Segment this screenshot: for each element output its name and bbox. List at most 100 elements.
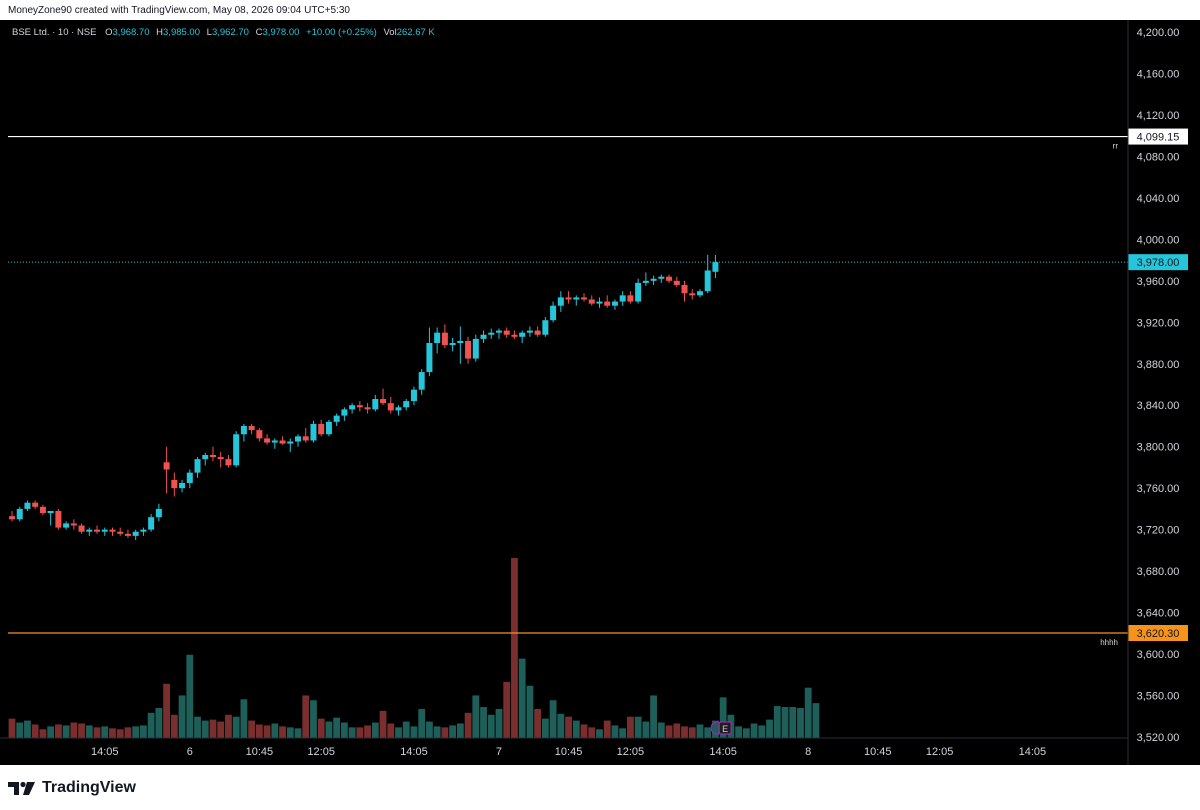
- candlesticks: [9, 254, 719, 541]
- x-tick-label: 14:05: [1019, 746, 1047, 758]
- x-tick-label: 12:05: [926, 746, 954, 758]
- y-tick-label: 4,000.00: [1137, 234, 1180, 246]
- candle-body: [16, 508, 23, 520]
- volume-bar: [650, 695, 657, 738]
- volume-bar: [534, 708, 542, 738]
- volume-bar: [178, 695, 186, 738]
- y-tick-label: 3,840.00: [1137, 400, 1180, 412]
- y-tick-label: 3,640.00: [1137, 608, 1180, 620]
- volume-bar: [24, 720, 31, 738]
- x-tick-label: 8: [805, 746, 811, 758]
- price-label-hhhh: 3,620.30: [1137, 628, 1180, 640]
- volume-bar: [433, 726, 441, 738]
- candle-body: [666, 276, 673, 281]
- candle-body: [588, 299, 595, 304]
- chart-area[interactable]: rr 4,099.15 hhhh 3,620.30 3,978.00 4,200.00 4…: [0, 20, 1200, 765]
- x-tick-label: 14:05: [91, 746, 119, 758]
- candle-body: [47, 510, 54, 514]
- volume-bar: [704, 727, 712, 738]
- volume-bar: [364, 725, 371, 738]
- y-tick-label: 3,600.00: [1137, 649, 1180, 661]
- y-tick-label: 4,120.00: [1137, 110, 1180, 122]
- creator-credit: MoneyZone90 created with TradingView.com…: [8, 5, 350, 16]
- candle-body: [233, 434, 240, 466]
- volume-bar: [116, 729, 124, 738]
- volume-bar: [449, 725, 457, 738]
- legend-c-label: C: [256, 27, 263, 38]
- price-label-box-rr: [1128, 128, 1188, 145]
- candle-body: [550, 305, 557, 321]
- candle-body: [101, 529, 108, 532]
- candle-body: [163, 462, 170, 470]
- x-tick-label: 7: [496, 746, 502, 758]
- y-tick-label: 3,960.00: [1137, 276, 1180, 288]
- candle-body: [526, 330, 533, 333]
- volume-bar: [673, 723, 681, 738]
- volume-bar: [186, 654, 194, 738]
- last-price-label: 3,978.00: [1137, 257, 1180, 269]
- volume-bar: [596, 729, 603, 738]
- candle-body: [704, 270, 711, 292]
- volume-bar: [750, 723, 758, 738]
- candle-body: [356, 405, 363, 408]
- candle-body: [325, 421, 332, 435]
- candle-body: [349, 405, 356, 410]
- legend-vol-value: 262.67 K: [397, 27, 436, 38]
- candle-body: [132, 531, 139, 536]
- candle-body: [179, 482, 186, 489]
- candle-body: [542, 320, 549, 335]
- candle-body: [225, 459, 232, 466]
- volume-bar: [371, 722, 379, 738]
- volume-bar: [271, 723, 279, 738]
- candle-body: [70, 523, 77, 526]
- candle-body: [256, 430, 263, 439]
- candle-body: [217, 457, 224, 460]
- candle-body: [140, 529, 147, 532]
- x-tick-label: 12:05: [617, 746, 645, 758]
- y-tick-label: 4,200.00: [1137, 27, 1180, 39]
- candle-body: [318, 423, 325, 435]
- volume-bar: [310, 700, 317, 738]
- legend-c-value: 3,978.00: [262, 27, 299, 38]
- volume-bar: [348, 727, 356, 738]
- volume-bar: [263, 725, 271, 738]
- y-tick-label: 3,560.00: [1137, 691, 1180, 703]
- volume-bar: [511, 558, 518, 738]
- volume-bar: [712, 720, 719, 738]
- volume-bar: [657, 722, 665, 738]
- volume-bar: [232, 716, 240, 738]
- candle-body: [403, 401, 410, 408]
- volume-bar: [773, 706, 781, 738]
- candle-body: [39, 506, 46, 514]
- candle-body: [465, 340, 472, 359]
- candle-body: [681, 284, 688, 294]
- horizontal-lines[interactable]: rr 4,099.15 hhhh 3,620.30 3,978.00: [8, 128, 1188, 647]
- volume-bar: [541, 718, 549, 738]
- volume-bar: [209, 719, 217, 738]
- volume-bar: [503, 681, 511, 738]
- legend-l-value: 3,962.70: [212, 27, 249, 38]
- legend-h-value: 3,985.00: [163, 27, 200, 38]
- candle-body: [295, 436, 302, 442]
- volume-bar: [170, 714, 178, 738]
- volume-bar: [719, 697, 727, 738]
- volume-bar: [248, 720, 256, 738]
- tradingview-logo[interactable]: TradingView: [8, 779, 136, 797]
- candle-body: [209, 455, 216, 458]
- volume-bar: [294, 728, 302, 738]
- y-tick-label: 3,680.00: [1137, 566, 1180, 578]
- y-tick-label: 4,040.00: [1137, 193, 1180, 205]
- candle-body: [557, 297, 564, 306]
- x-tick-label: 14:05: [709, 746, 737, 758]
- candle-body: [9, 516, 15, 520]
- candle-body: [117, 531, 124, 534]
- candle-body: [488, 332, 495, 335]
- volume-bar: [735, 726, 743, 738]
- axes[interactable]: 4,200.00 4,160.00 4,120.00 4,080.00 4,040.00…: [0, 20, 1179, 765]
- volume-bar: [426, 721, 433, 738]
- volume-bar: [472, 695, 480, 738]
- volume-bar: [93, 727, 101, 738]
- candle-body: [171, 479, 178, 489]
- volume-bars: [8, 558, 820, 738]
